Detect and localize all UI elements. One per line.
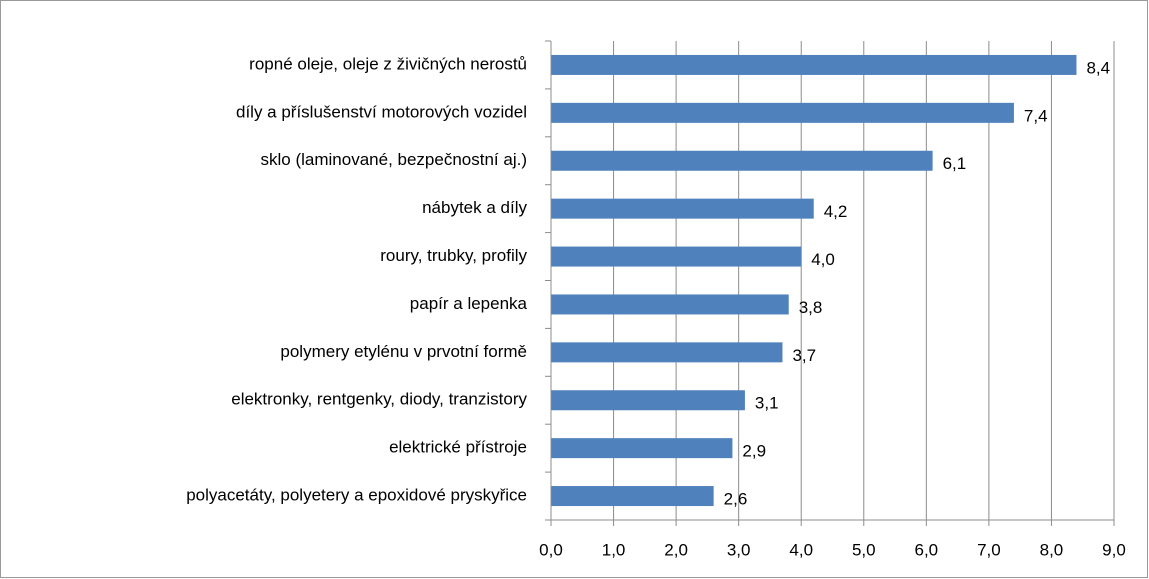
y-tick-label: ropné oleje, oleje z živičných nerostů: [249, 54, 527, 73]
y-tick-label: nábytek a díly: [422, 198, 527, 217]
x-tick-label: 3,0: [727, 540, 751, 559]
x-tick-label: 4,0: [789, 540, 813, 559]
value-label: 6,1: [943, 154, 967, 173]
x-tick-label: 7,0: [977, 540, 1001, 559]
value-label: 8,4: [1086, 58, 1110, 77]
value-label: 3,7: [792, 346, 816, 365]
x-tick-label: 5,0: [852, 540, 876, 559]
bar: [551, 486, 714, 507]
y-tick-label: elektronky, rentgenky, diody, tranzistor…: [231, 390, 527, 409]
value-label: 3,8: [799, 298, 823, 317]
bar: [551, 102, 1014, 123]
value-label: 4,0: [811, 250, 835, 269]
value-label: 3,1: [755, 394, 779, 413]
y-tick-label: polyacetáty, polyetery a epoxidové prysk…: [186, 486, 527, 505]
bar: [551, 150, 933, 171]
bar: [551, 294, 789, 315]
bar: [551, 54, 1077, 75]
x-tick-label: 2,0: [664, 540, 688, 559]
y-tick-label: polymery etylénu v prvotní formě: [280, 342, 527, 361]
x-tick-label: 9,0: [1102, 540, 1126, 559]
value-label: 2,6: [724, 490, 748, 509]
y-tick-label: díly a příslušenství motorových vozidel: [236, 102, 527, 121]
bar: [551, 198, 814, 219]
x-tick-label: 8,0: [1040, 540, 1064, 559]
y-tick-label: elektrické přístroje: [389, 438, 527, 457]
x-tick-label: 6,0: [915, 540, 939, 559]
value-label: 7,4: [1024, 106, 1048, 125]
y-tick-label: papír a lepenka: [410, 294, 528, 313]
y-tick-label: sklo (laminované, bezpečnostní aj.): [261, 150, 527, 169]
x-tick-label: 0,0: [539, 540, 563, 559]
value-label: 2,9: [742, 442, 766, 461]
bar: [551, 438, 733, 459]
value-label: 4,2: [824, 202, 848, 221]
x-tick-label: 1,0: [602, 540, 626, 559]
y-tick-label: roury, trubky, profily: [380, 246, 527, 265]
bar: [551, 342, 783, 363]
bar: [551, 390, 745, 411]
bar: [551, 246, 802, 267]
